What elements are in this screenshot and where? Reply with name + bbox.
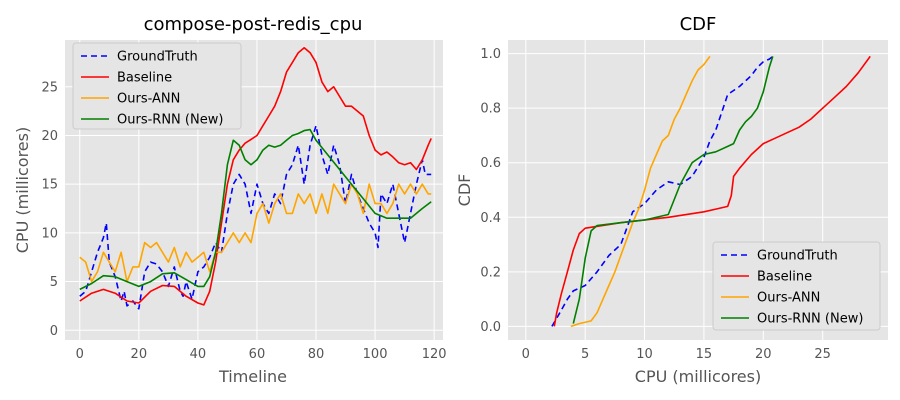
- legend-label: GroundTruth: [117, 50, 198, 65]
- y-tick-label: 0.2: [480, 265, 501, 280]
- left-line-chart: compose-post-redis_cpu Timeline CPU (mil…: [13, 14, 447, 386]
- y-tick-label: 15: [41, 178, 58, 193]
- x-tick-label: 60: [249, 347, 266, 362]
- legend-label: Ours-ANN: [117, 92, 180, 107]
- right-chart-title: CDF: [680, 14, 717, 35]
- left-chart-xlabel: Timeline: [218, 367, 287, 386]
- series-line-baseline: [553, 55, 871, 327]
- left-chart-ylabel: CPU (millicores): [13, 127, 32, 253]
- x-tick-label: 100: [363, 347, 388, 362]
- legend-label: Ours-RNN (New): [757, 312, 863, 327]
- x-tick-label: 120: [422, 347, 447, 362]
- series-line-groundtruth: [551, 55, 774, 327]
- legend-label: GroundTruth: [757, 249, 838, 264]
- x-tick-label: 20: [755, 347, 772, 362]
- legend: [712, 241, 881, 331]
- y-tick-label: 20: [41, 129, 58, 144]
- y-tick-label: 0.0: [480, 320, 501, 335]
- right-chart-ylabel: CDF: [455, 174, 474, 207]
- series-line-ours-ann: [570, 55, 711, 328]
- legend-label: Baseline: [757, 270, 812, 285]
- series-line-ours-ann: [79, 183, 432, 283]
- y-tick-label: 10: [41, 226, 58, 241]
- y-tick-label: 0.6: [480, 156, 501, 171]
- y-tick-label: 0.8: [480, 102, 501, 117]
- y-tick-label: 0: [50, 324, 58, 339]
- series-line-baseline: [79, 46, 432, 306]
- legend-label: Ours-RNN (New): [117, 113, 223, 128]
- x-tick-label: 80: [308, 347, 325, 362]
- right-chart-xlabel: CPU (millicores): [635, 367, 761, 386]
- legend: [72, 42, 242, 130]
- x-tick-label: 15: [696, 347, 713, 362]
- y-tick-label: 5: [50, 275, 58, 290]
- x-tick-label: 25: [814, 347, 831, 362]
- y-tick-label: 1.0: [480, 47, 501, 62]
- x-tick-label: 0: [76, 347, 84, 362]
- y-tick-label: 25: [41, 80, 58, 95]
- right-cdf-chart: CDF CPU (millicores) CDF 0 5 10 15 20 25 0.0 0.…: [455, 14, 888, 386]
- x-tick-label: 10: [636, 347, 653, 362]
- series-line-ours-rnn-new: [79, 128, 432, 291]
- series-line-ours-rnn-new: [572, 56, 774, 324]
- x-tick-label: 0: [522, 347, 530, 362]
- legend-label: Baseline: [117, 71, 172, 86]
- legend-label: Ours-ANN: [757, 291, 820, 306]
- x-tick-label: 40: [190, 347, 207, 362]
- left-chart-title: compose-post-redis_cpu: [144, 14, 363, 35]
- y-tick-label: 0.4: [480, 211, 501, 226]
- x-tick-label: 20: [131, 347, 148, 362]
- x-tick-label: 5: [581, 347, 589, 362]
